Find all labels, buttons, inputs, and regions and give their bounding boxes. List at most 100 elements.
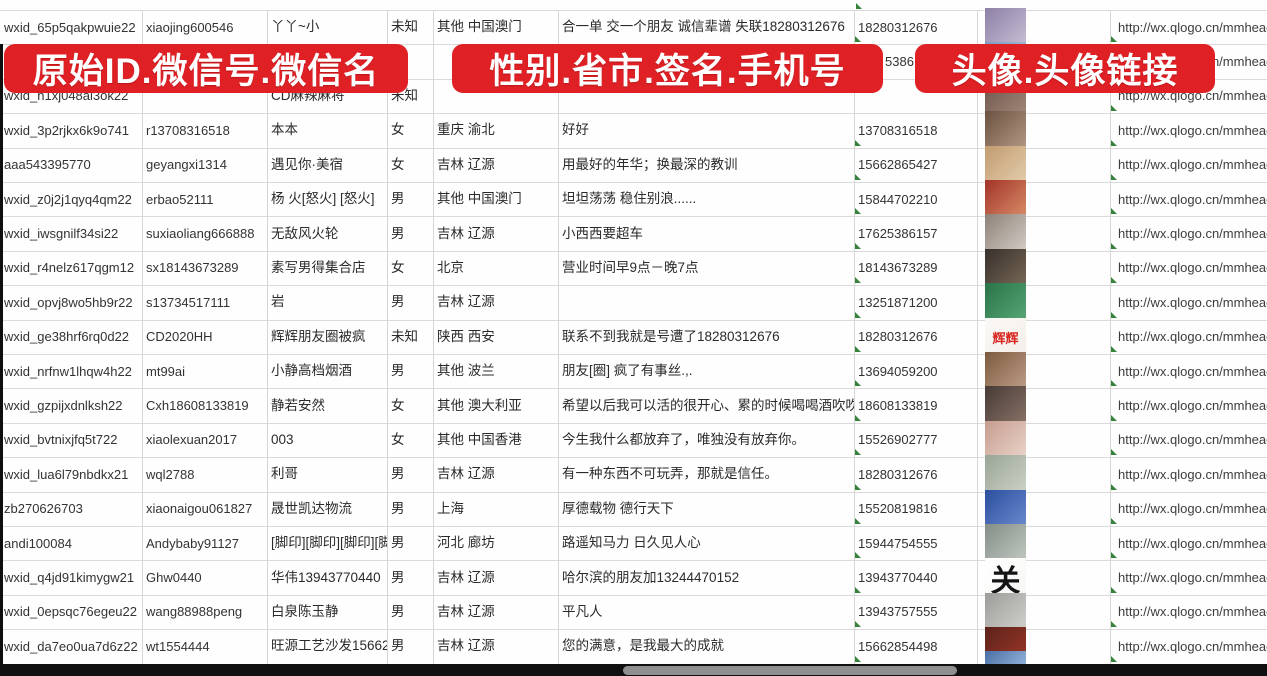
cell-wxid[interactable]: wxid_q4jd91kimygw21 (4, 569, 135, 585)
cell-wxid[interactable]: wxid_da7eo0ua7d6z22 (4, 638, 138, 654)
cell-wxid[interactable]: wxid_65p5qakpwuie22 (4, 19, 136, 35)
cell-link[interactable]: http://wx.qlogo.cn/mmhead (1118, 466, 1267, 482)
cell-signature[interactable]: 希望以后我可以活的很开心、累的时候喝喝酒吹吹[ (562, 397, 854, 413)
cell-province[interactable]: 吉林 辽源 (437, 604, 495, 620)
cell-link[interactable]: http://wx.qlogo.cn/mmhead (1118, 157, 1267, 173)
cell-signature[interactable]: 今生我什么都放弃了，唯独没有放弃你。 (562, 432, 805, 448)
cell-signature[interactable]: 朋友[圈] 疯了有事丝.,. (562, 363, 693, 379)
cell-weixin_name[interactable]: 静若安然 (271, 397, 325, 413)
cell-gender[interactable]: 男 (391, 363, 405, 379)
cell-weixin_name[interactable]: 旺源工艺沙发15662854 (271, 638, 387, 654)
cell-gender[interactable]: 女 (391, 397, 405, 413)
cell-link[interactable]: http://wx.qlogo.cn/mmhead (1118, 604, 1267, 620)
cell-phone[interactable]: 18608133819 (858, 397, 938, 413)
cell-gender[interactable]: 女 (391, 122, 405, 138)
cell-phone[interactable]: 18280312676 (858, 466, 938, 482)
cell-weixin_name[interactable]: [脚印][脚印][脚印][脚印] (271, 535, 387, 551)
cell-link[interactable]: http://wx.qlogo.cn/mmhead (1118, 122, 1267, 138)
cell-weixin_name[interactable]: 杨 火[怒火] [怒火] (271, 191, 375, 207)
cell-wxid[interactable]: zb270626703 (4, 501, 83, 517)
cell-province[interactable]: 吉林 辽源 (437, 638, 495, 654)
cell-signature[interactable]: 坦坦荡荡 稳住别浪...... (562, 191, 697, 207)
cell-wxid[interactable]: andi100084 (4, 535, 72, 551)
cell-link[interactable]: http://wx.qlogo.cn/mmhead (1118, 294, 1267, 310)
cell-weixin_name[interactable]: 003 (271, 432, 294, 448)
cell-gender[interactable]: 男 (391, 500, 405, 516)
cell-gender[interactable]: 男 (391, 466, 405, 482)
cell-weixin_name[interactable]: 素写男得集合店 (271, 260, 366, 276)
cell-weixin_name[interactable]: 利哥 (271, 466, 298, 482)
cell-weixin_name[interactable]: 本本 (271, 122, 298, 138)
cell-gender[interactable]: 男 (391, 225, 405, 241)
cell-phone[interactable]: 18280312676 (858, 329, 938, 345)
cell-weixin_id[interactable]: suxiaoliang666888 (146, 225, 255, 241)
cell-link[interactable]: http://wx.qlogo.cn/mmhead (1118, 501, 1267, 517)
cell-weixin_name[interactable]: 白泉陈玉静 (271, 604, 339, 620)
cell-weixin_id[interactable]: xiaonaigou061827 (146, 501, 253, 517)
cell-weixin_name[interactable]: 丫丫~小 (271, 19, 320, 35)
cell-signature[interactable]: 哈尔滨的朋友加13244470152 (562, 569, 740, 585)
cell-phone[interactable]: 13708316518 (858, 122, 938, 138)
cell-phone[interactable]: 17625386157 (858, 225, 938, 241)
cell-weixin_id[interactable]: r13708316518 (146, 122, 230, 138)
cell-wxid[interactable]: wxid_iwsgnilf34si22 (4, 225, 119, 241)
cell-province[interactable]: 吉林 辽源 (437, 156, 495, 172)
cell-gender[interactable]: 男 (391, 535, 405, 551)
cell-wxid[interactable]: aaa543395770 (4, 157, 91, 173)
cell-province[interactable]: 吉林 辽源 (437, 294, 495, 310)
avatar[interactable] (985, 8, 1026, 48)
cell-phone[interactable]: 13943770440 (858, 569, 938, 585)
avatar[interactable] (985, 352, 1026, 392)
cell-province[interactable]: 上海 (437, 500, 464, 516)
cell-phone[interactable]: 13251871200 (858, 294, 938, 310)
cell-province[interactable]: 其他 波兰 (437, 363, 495, 379)
cell-province[interactable]: 吉林 辽源 (437, 466, 495, 482)
avatar[interactable] (985, 420, 1026, 461)
cell-link[interactable]: http://wx.qlogo.cn/mmhead (1118, 397, 1267, 413)
cell-wxid[interactable]: wxid_lua6l79nbdkx21 (4, 466, 129, 482)
cell-signature[interactable]: 好好 (562, 122, 589, 138)
cell-link[interactable]: http://wx.qlogo.cn/mmhead (1118, 535, 1267, 551)
cell-province[interactable]: 吉林 辽源 (437, 569, 495, 585)
cell-weixin_id[interactable]: Andybaby91127 (146, 535, 240, 551)
cell-wxid[interactable]: wxid_3p2rjkx6k9o741 (4, 122, 130, 138)
cell-gender[interactable]: 未知 (391, 328, 418, 344)
cell-weixin_id[interactable]: xiaolexuan2017 (146, 432, 238, 448)
cell-weixin_name[interactable]: 无敌风火轮 (271, 225, 339, 241)
cell-weixin_name[interactable]: 遇见你·美宿 (271, 156, 343, 172)
avatar[interactable] (985, 111, 1026, 152)
cell-wxid[interactable]: wxid_z0j2j1qyq4qm22 (4, 191, 132, 207)
cell-phone[interactable]: 13943757555 (858, 604, 938, 620)
cell-signature[interactable]: 有一种东西不可玩弄，那就是信任。 (562, 466, 778, 482)
cell-province[interactable]: 吉林 辽源 (437, 225, 495, 241)
avatar[interactable] (985, 455, 1026, 496)
cell-link[interactable]: http://wx.qlogo.cn/mmhead (1118, 638, 1267, 654)
cell-weixin_id[interactable]: wt1554444 (146, 638, 210, 654)
cell-province[interactable]: 陕西 西安 (437, 328, 495, 344)
cell-weixin_id[interactable]: CD2020HH (146, 329, 213, 345)
avatar[interactable]: 辉辉 (985, 317, 1026, 358)
avatar[interactable] (985, 180, 1026, 220)
cell-link[interactable]: http://wx.qlogo.cn/mmhead (1118, 432, 1267, 448)
cell-signature[interactable]: 您的满意，是我最大的成就 (562, 638, 724, 654)
cell-weixin_id[interactable]: Ghw0440 (146, 569, 202, 585)
cell-province[interactable]: 北京 (437, 260, 464, 276)
cell-weixin_id[interactable]: wql2788 (146, 466, 195, 482)
cell-weixin_id[interactable]: Cxh18608133819 (146, 397, 249, 413)
cell-gender[interactable]: 男 (391, 294, 405, 310)
cell-wxid[interactable]: wxid_ge38hrf6rq0d22 (4, 329, 130, 345)
cell-link[interactable]: http://wx.qlogo.cn/mmhead (1118, 260, 1267, 276)
cell-weixin_id[interactable]: wang88988peng (146, 604, 243, 620)
avatar[interactable] (985, 214, 1026, 255)
cell-province[interactable]: 其他 澳大利亚 (437, 397, 522, 413)
cell-weixin_id[interactable]: sx18143673289 (146, 260, 239, 276)
cell-weixin_id[interactable]: s13734517111 (146, 294, 231, 310)
cell-link[interactable]: http://wx.qlogo.cn/mmhead (1118, 19, 1267, 35)
cell-weixin_name[interactable]: 小静高档烟酒 (271, 363, 352, 379)
cell-signature[interactable] (558, 286, 854, 319)
cell-signature[interactable]: 营业时间早9点－晚7点 (562, 260, 699, 276)
cell-phone[interactable]: 15662865427 (858, 157, 938, 173)
cell-weixin_id[interactable]: xiaojing600546 (146, 19, 234, 35)
cell-link[interactable]: http://wx.qlogo.cn/mmhead (1118, 363, 1267, 379)
cell-province[interactable]: 其他 中国澳门 (437, 19, 522, 35)
